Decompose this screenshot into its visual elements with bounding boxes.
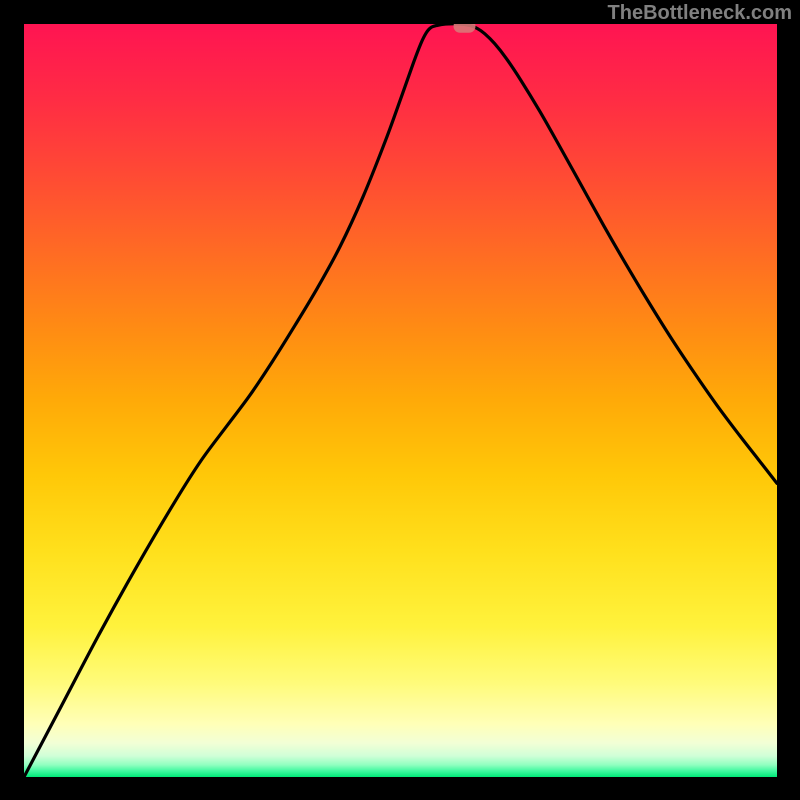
plot-area	[24, 24, 777, 777]
watermark-text: TheBottleneck.com	[608, 2, 792, 25]
curve-path	[24, 24, 777, 777]
bottleneck-curve	[24, 24, 777, 777]
chart-container: TheBottleneck.com	[0, 0, 800, 800]
optimal-marker	[454, 24, 476, 33]
